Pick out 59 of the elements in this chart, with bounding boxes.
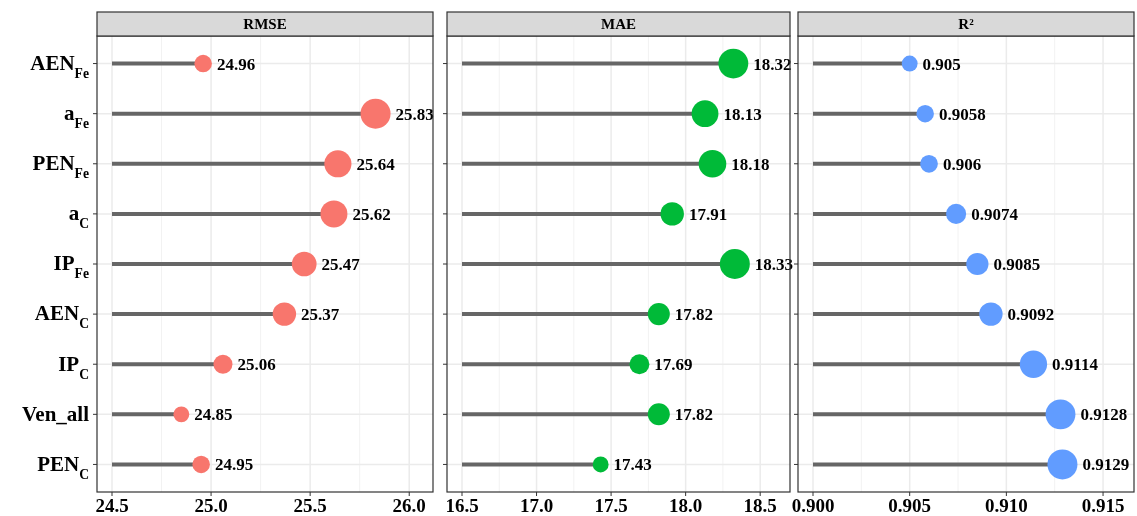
x-tick-label: 24.5 xyxy=(95,495,129,516)
data-label: 25.64 xyxy=(356,154,396,174)
data-label: 18.18 xyxy=(731,154,770,174)
data-label: 0.9114 xyxy=(1052,355,1099,375)
data-label: 0.9074 xyxy=(971,204,1019,224)
chart-title: MAE xyxy=(601,16,636,33)
x-tick-label: 0.900 xyxy=(791,495,835,516)
chart-title: R² xyxy=(958,16,975,33)
x-tick-label: 25.0 xyxy=(194,495,228,516)
y-tick-label: AEN$_{Fe}$ xyxy=(30,50,89,81)
data-label: 0.9058 xyxy=(938,104,986,124)
data-label: 17.43 xyxy=(613,455,652,475)
y-tick-label: Ven_all xyxy=(22,401,90,426)
x-tick-label: 0.915 xyxy=(1081,495,1125,516)
data-label: 0.9092 xyxy=(1007,305,1055,325)
data-label: 24.95 xyxy=(214,455,254,475)
data-label: 17.82 xyxy=(674,405,714,425)
y-tick-label: IP$_{Fe}$ xyxy=(53,251,89,281)
y-tick-label: IP$_{C}$ xyxy=(58,351,89,382)
point xyxy=(979,302,1003,326)
data-label: 0.9085 xyxy=(993,254,1041,274)
data-label: 0.906 xyxy=(942,154,982,174)
chart-title: RMSE xyxy=(243,16,287,33)
point xyxy=(647,303,670,326)
data-label: 25.47 xyxy=(321,254,361,274)
x-tick-label: 0.910 xyxy=(985,495,1028,516)
data-label: 18.33 xyxy=(754,254,794,274)
x-tick-label: 26.0 xyxy=(392,495,426,516)
data-label: 25.37 xyxy=(301,305,340,325)
y-tick-label: a$_{Fe}$ xyxy=(64,100,89,131)
y-tick-label: PEN$_{Fe}$ xyxy=(32,151,89,181)
data-label: 24.96 xyxy=(216,54,256,74)
data-label: 0.905 xyxy=(922,54,961,74)
y-tick-label: AEN$_{C}$ xyxy=(34,301,89,331)
data-label: 18.32 xyxy=(753,54,792,74)
x-tick-label: 18.5 xyxy=(743,495,777,516)
data-label: 25.06 xyxy=(237,355,276,375)
data-label: 17.91 xyxy=(688,204,728,224)
data-label: 0.9128 xyxy=(1080,405,1128,425)
x-tick-label: 25.5 xyxy=(293,495,327,516)
y-tick-label: a$_{C}$ xyxy=(68,201,89,231)
data-label: 0.9129 xyxy=(1082,455,1130,475)
data-label: 24.85 xyxy=(194,405,233,425)
point xyxy=(647,403,670,426)
x-tick-label: 17.0 xyxy=(519,495,554,516)
point xyxy=(966,252,989,276)
x-tick-label: 18.0 xyxy=(669,495,703,516)
point xyxy=(660,202,684,226)
data-label: 17.82 xyxy=(674,305,714,325)
data-label: 25.83 xyxy=(395,104,434,124)
y-tick-label: PEN$_{C}$ xyxy=(37,451,89,482)
x-tick-label: 0.905 xyxy=(888,495,932,516)
point xyxy=(272,302,297,326)
data-label: 17.69 xyxy=(654,355,693,375)
x-tick-label: 16.5 xyxy=(445,495,479,516)
point xyxy=(291,251,317,277)
data-label: 18.13 xyxy=(723,104,762,124)
x-tick-label: 17.5 xyxy=(594,495,628,516)
data-label: 25.62 xyxy=(352,204,391,224)
